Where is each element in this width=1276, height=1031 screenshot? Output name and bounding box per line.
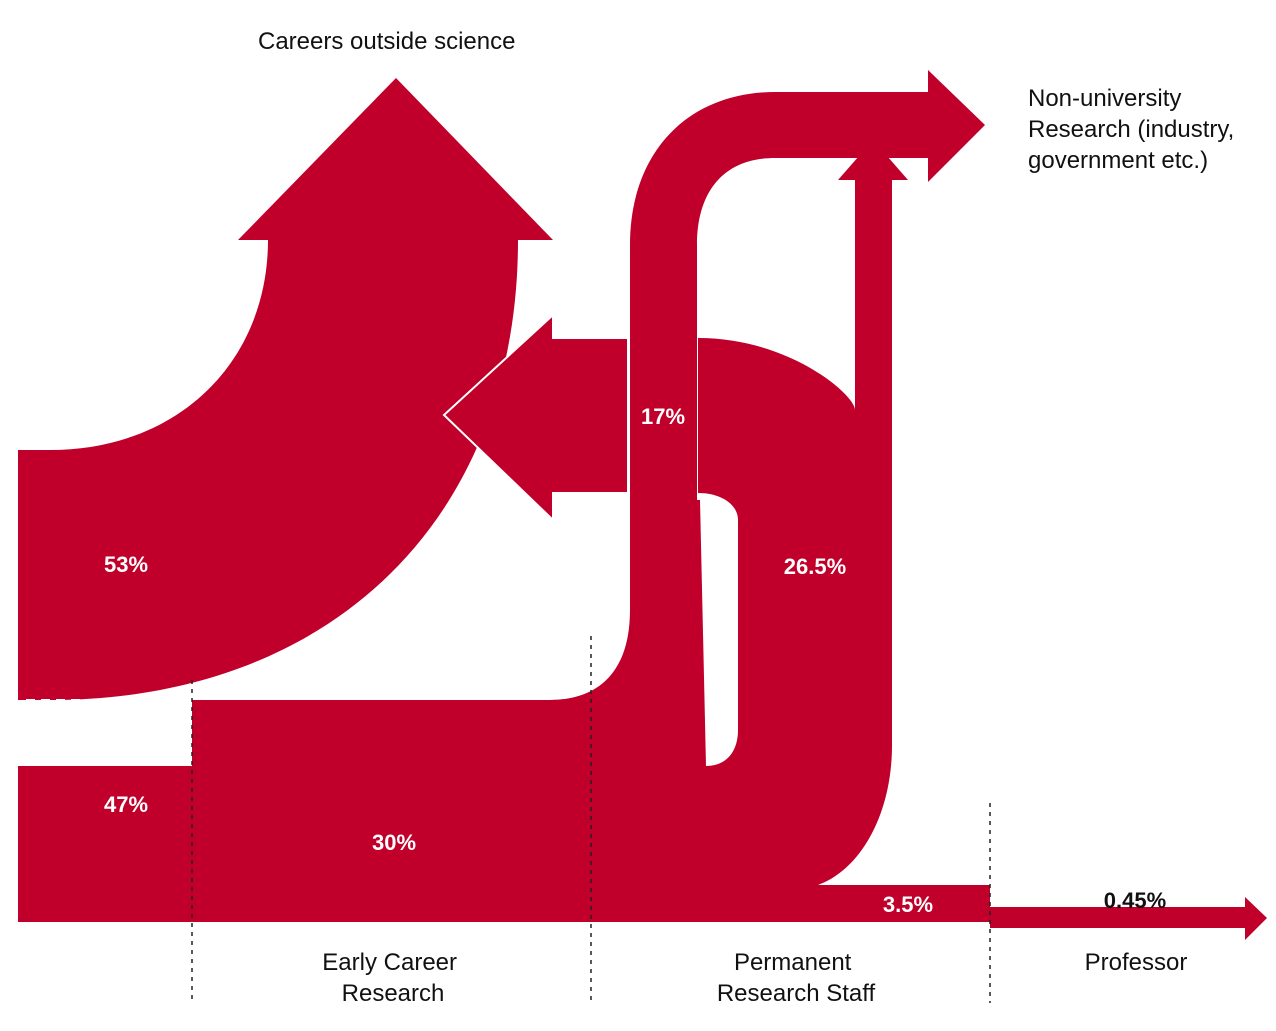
label-non-university-line3: government etc.): [1028, 147, 1208, 174]
pct-permanent-leaving: 26.5%: [784, 554, 846, 579]
pct-early-to-non-university: 17%: [641, 404, 685, 429]
stage-label-permanent-line1: Permanent: [734, 949, 852, 976]
flow-return-arrow: [442, 312, 629, 523]
label-non-university-line1: Non-university: [1028, 85, 1181, 112]
pct-permanent-to-professor: 3.5%: [883, 892, 933, 917]
stage-label-early-line1: Early Career: [322, 949, 457, 976]
label-non-university-line2: Research (industry,: [1028, 116, 1234, 143]
pct-professor: 0.45%: [1104, 888, 1166, 913]
flow-non-university: [192, 70, 985, 766]
stage-label-early-line2: Research: [342, 980, 445, 1007]
pct-outside-science: 53%: [104, 552, 148, 577]
stage-label-professor: Professor: [1085, 949, 1188, 976]
flow-outside-science: [18, 78, 553, 700]
label-non-university: Non-university Research (industry, gover…: [1028, 85, 1241, 174]
stage-label-permanent-line2: Research Staff: [717, 980, 876, 1007]
pct-stay-in-science: 47%: [104, 792, 148, 817]
flow-professor-arrow: [990, 897, 1267, 940]
stage-label-permanent: Permanent Research Staff: [717, 949, 876, 1007]
pct-early-to-permanent: 30%: [372, 830, 416, 855]
stage-label-early: Early Career Research: [322, 949, 463, 1007]
label-outside-science: Careers outside science: [258, 28, 515, 55]
flow-base-band: [18, 140, 990, 922]
